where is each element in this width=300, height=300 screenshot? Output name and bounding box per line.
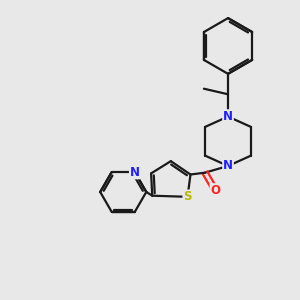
Text: N: N (223, 160, 233, 172)
Text: O: O (210, 184, 220, 197)
Text: S: S (183, 190, 192, 203)
Text: N: N (223, 110, 233, 123)
Text: N: N (130, 166, 140, 178)
